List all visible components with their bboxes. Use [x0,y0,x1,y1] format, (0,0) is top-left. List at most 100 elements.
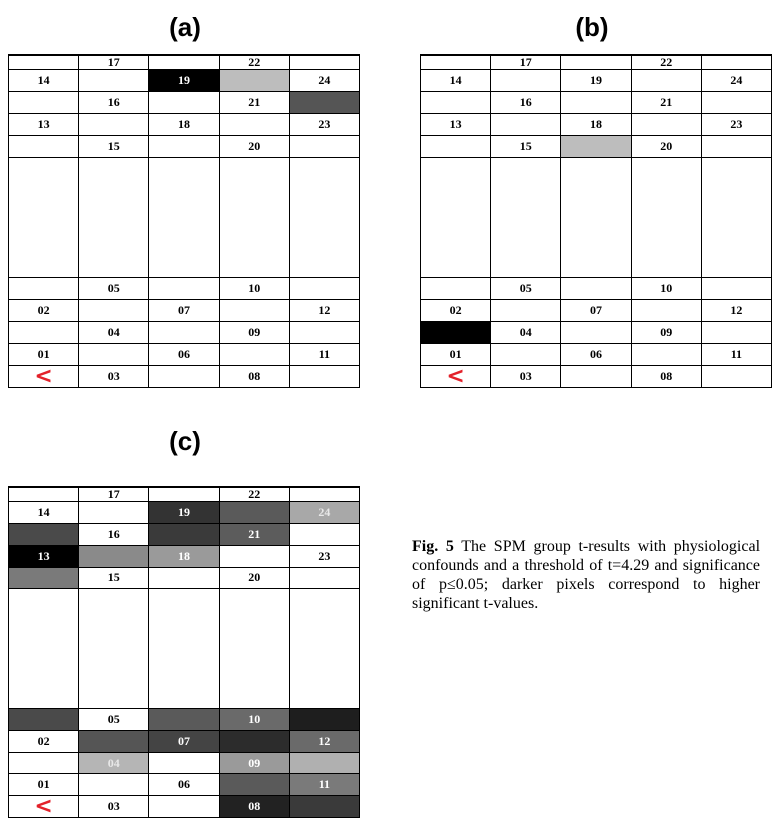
channel-cell-22: 22 [631,56,702,71]
grid-cell [219,157,290,279]
channel-cell-16: 16 [79,92,150,115]
grid-cell [561,322,632,345]
grid-cell [491,300,562,323]
orientation-arrow-icon: < [34,366,53,388]
grid-cell [149,752,220,775]
grid-cell [421,92,492,115]
grid-cell [219,589,290,710]
grid-cell [9,92,80,115]
grid-cell [561,366,632,388]
grid-cell [491,157,562,279]
channel-cell-18: 18 [149,545,220,568]
channel-cell-02: 02 [9,300,80,323]
grid-cell [289,567,360,590]
channel-cell-16: 16 [79,523,150,546]
grid-cell [561,135,632,158]
channel-cell-04: 04 [79,752,150,775]
grid-cell [219,70,290,93]
channel-cell-06: 06 [149,344,220,367]
grid-cell [219,300,290,323]
grid-cell [9,157,80,279]
channel-cell-04: 04 [491,322,562,345]
grid-cell [219,774,290,797]
channel-cell-06: 06 [149,774,220,797]
channel-cell-21: 21 [219,523,290,546]
channel-cell-15: 15 [491,135,562,158]
caption-text: The SPM group t-results with physiologic… [412,538,761,612]
electrode-grid-a: 17 22 14 19 24 16 21 13 18 23 15 20 05 10 02 07 12 04 09 01… [8,54,360,388]
channel-cell-13: 13 [9,545,80,568]
channel-cell-04: 04 [79,322,150,345]
channel-cell-17: 17 [79,488,150,503]
channel-cell-01: 01 [9,344,80,367]
grid-cell [289,589,360,710]
grid-cell [289,488,360,503]
grid-cell [561,56,632,71]
grid-cell [421,56,492,71]
channel-cell-12: 12 [701,300,772,323]
panel-b-label: (b) [575,12,609,42]
channel-cell-10: 10 [631,278,702,301]
channel-cell-05: 05 [79,709,150,731]
grid-cell [561,92,632,115]
grid-cell [289,157,360,279]
grid-cell [421,322,492,345]
channel-cell-18: 18 [149,114,220,136]
channel-cell-03: 03 [491,366,562,388]
grid-cell [79,730,150,753]
grid-cell [289,56,360,71]
grid-cell [149,589,220,710]
channel-cell-09: 09 [219,322,290,345]
channel-cell-23: 23 [289,114,360,136]
channel-cell-15: 15 [79,567,150,590]
grid-cell [149,366,220,388]
grid-cell [149,157,220,279]
grid-cell [491,344,562,367]
grid-cell [9,523,80,546]
grid-cell [289,523,360,546]
grid-cell [289,278,360,301]
grid-cell [701,366,772,388]
grid-cell [701,135,772,158]
grid-cell [79,114,150,136]
grid-cell [289,135,360,158]
grid-cell [79,502,150,524]
channel-cell-21: 21 [631,92,702,115]
channel-cell-19: 19 [149,502,220,524]
grid-cell [289,322,360,345]
grid-cell [289,92,360,115]
channel-cell-24: 24 [289,70,360,93]
channel-cell-16: 16 [491,92,562,115]
channel-cell-08: 08 [631,366,702,388]
electrode-grid-c: 17 22 14 19 24 16 21 13 18 23 15 20 05 10 02 07 12 04 09 01… [8,486,360,818]
figure-number: Fig. 5 [412,538,454,555]
figure-caption: Fig. 5 The SPM group t-results with phys… [412,537,760,613]
channel-cell-08: 08 [219,796,290,818]
channel-cell-21: 21 [219,92,290,115]
channel-cell-10: 10 [219,278,290,301]
grid-cell [491,70,562,93]
channel-cell-11: 11 [289,774,360,797]
channel-cell-18: 18 [561,114,632,136]
channel-cell-14: 14 [9,70,80,93]
channel-cell-01: 01 [421,344,492,367]
grid-cell [421,278,492,301]
channel-cell-20: 20 [631,135,702,158]
grid-cell [701,278,772,301]
grid-cell [631,157,702,279]
grid-cell [561,157,632,279]
grid-cell [79,774,150,797]
grid-cell [79,300,150,323]
grid-cell [79,157,150,279]
grid-cell [149,709,220,731]
grid-cell [9,56,80,71]
channel-cell-19: 19 [561,70,632,93]
grid-cell [9,278,80,301]
channel-cell-05: 05 [491,278,562,301]
channel-cell-20: 20 [219,135,290,158]
channel-cell-05: 05 [79,278,150,301]
grid-cell [219,114,290,136]
grid-cell [631,70,702,93]
channel-cell-11: 11 [289,344,360,367]
grid-cell [149,92,220,115]
